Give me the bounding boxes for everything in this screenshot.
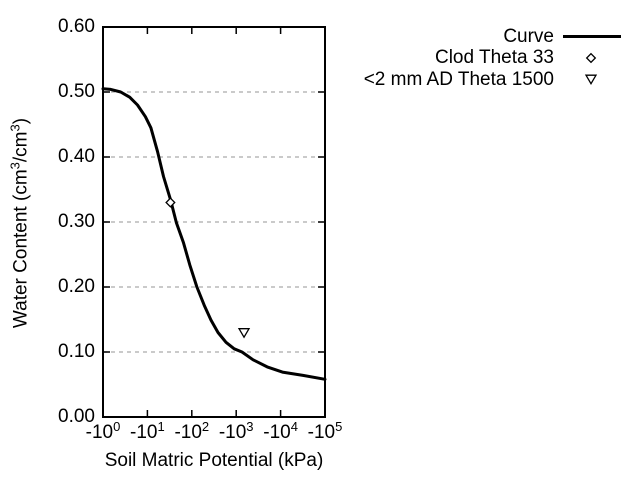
x-tick-base: -10	[85, 422, 114, 443]
x-tick-label: -103	[218, 419, 254, 444]
y-tick-label: 0.30	[58, 211, 95, 232]
x-tick-exponent: 5	[335, 419, 343, 434]
x-tick-label: -101	[130, 419, 165, 444]
x-tick-label: -100	[85, 419, 121, 444]
y-axis-title-text: Water Content (cm	[10, 169, 32, 329]
y-axis-title-text: )	[10, 117, 32, 125]
y-axis-title-text: /cm	[10, 131, 32, 163]
x-tick-exponent: 3	[246, 419, 254, 434]
x-tick-exponent: 4	[290, 419, 298, 434]
data-point-ad-theta-1500	[237, 328, 251, 339]
y-axis-title-sup: 3	[7, 162, 23, 170]
x-tick-exponent: 2	[201, 419, 210, 434]
x-tick-base: -10	[218, 422, 247, 443]
data-point-clod-theta-33	[165, 197, 176, 208]
curve-line	[101, 87, 327, 381]
legend-label-clod-theta-33: Clod Theta 33	[434, 47, 554, 68]
x-tick-exponent: 0	[113, 419, 121, 434]
x-axis-title: Soil Matric Potential (kPa)	[104, 450, 324, 471]
y-tick-label: 0.50	[58, 81, 95, 102]
x-tick-label: -105	[307, 419, 343, 444]
y-tick-label: 0.40	[58, 146, 95, 167]
y-tick-label: 0.60	[58, 16, 95, 37]
legend-diamond-sample	[585, 52, 597, 64]
x-tick-label: -102	[174, 419, 210, 444]
y-axis-title-sup: 3	[7, 124, 23, 132]
x-tick-label: -104	[263, 419, 298, 444]
legend-triangle-sample	[584, 74, 598, 85]
x-tick-base: -10	[130, 422, 158, 443]
x-tick-base: -10	[263, 422, 291, 443]
y-tick-label: 0.10	[58, 341, 95, 362]
x-tick-exponent: 1	[157, 419, 165, 434]
y-tick-label: 0.20	[58, 276, 95, 297]
y-tick-label: 0.00	[58, 406, 95, 427]
x-tick-base: -10	[174, 422, 202, 443]
legend-label-curve: Curve	[503, 26, 554, 47]
x-tick-base: -10	[307, 422, 336, 443]
legend-label-ad-theta-1500: <2 mm AD Theta 1500	[363, 69, 554, 90]
